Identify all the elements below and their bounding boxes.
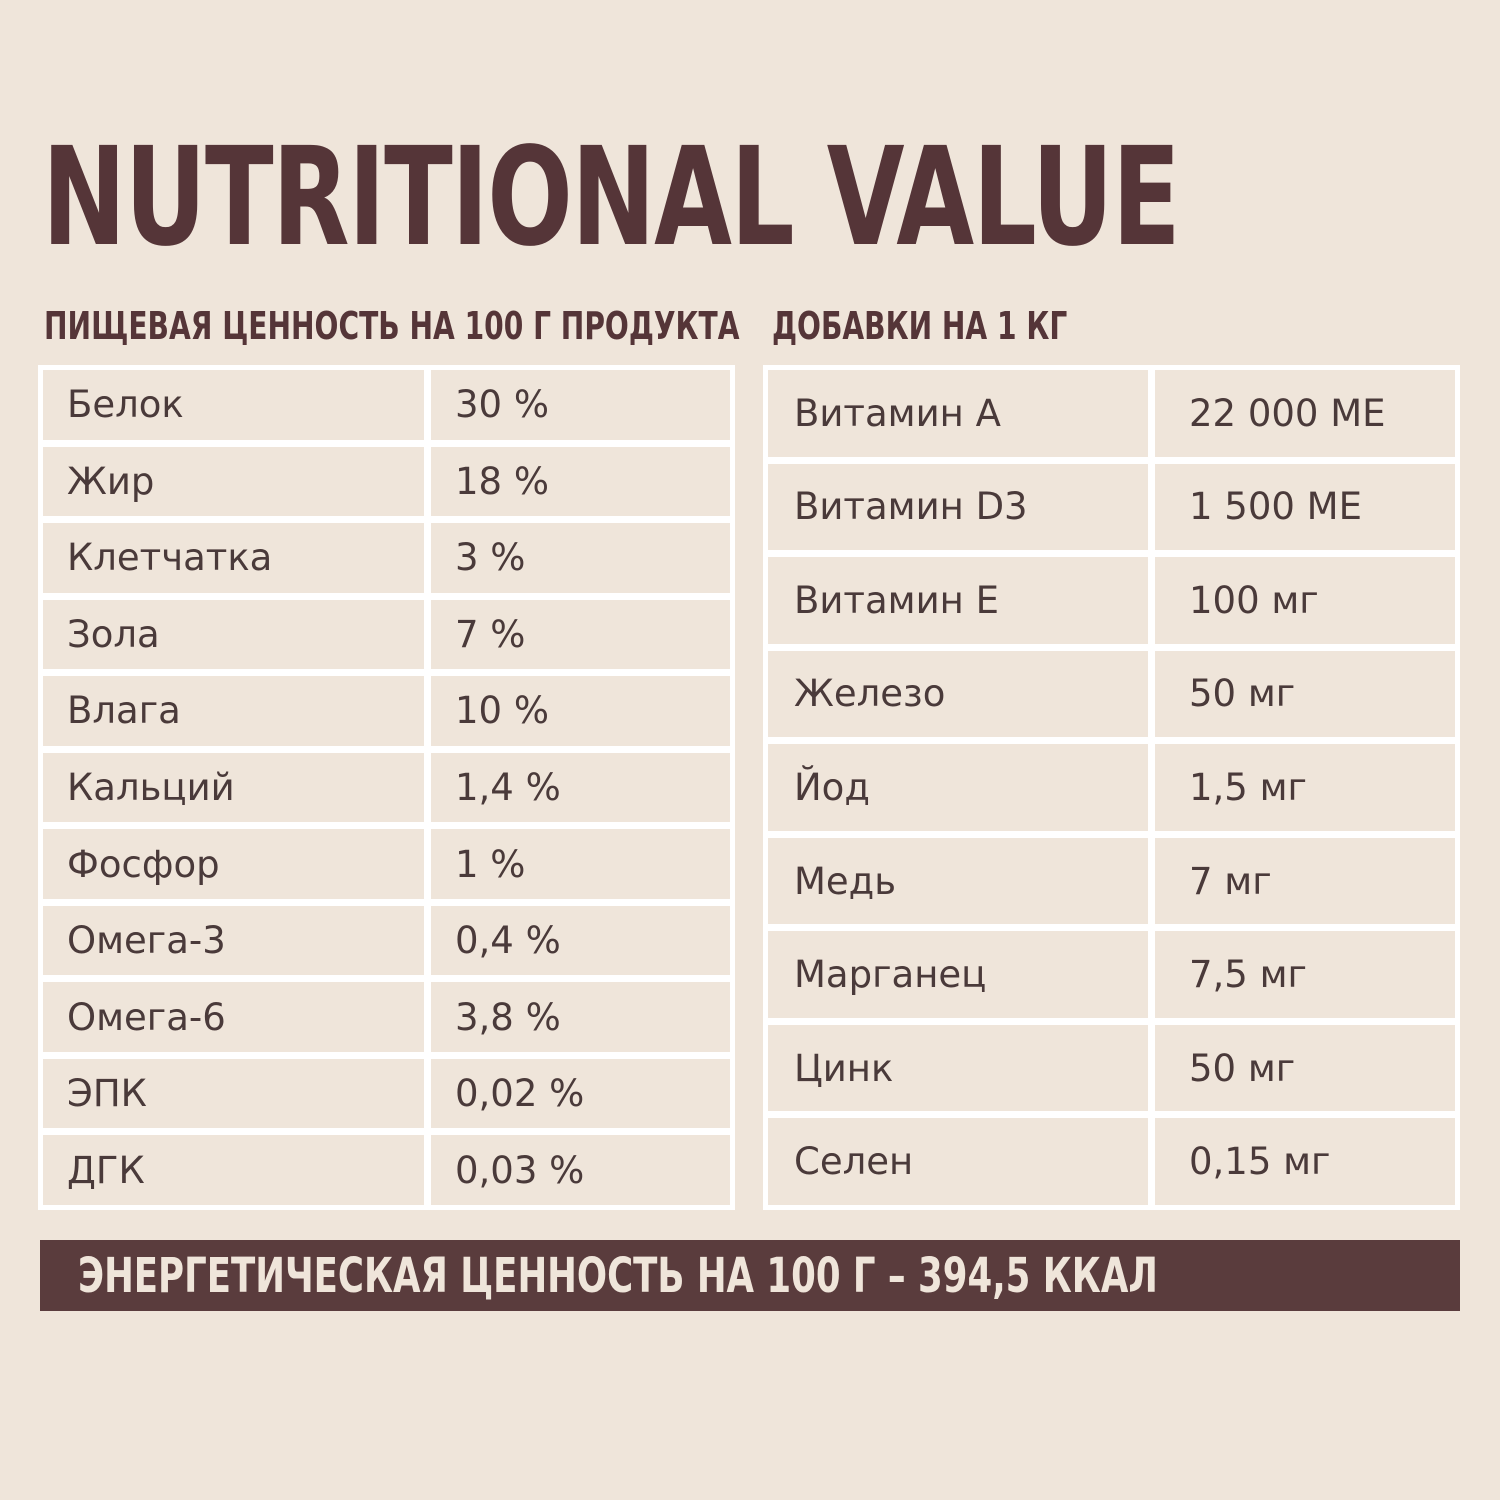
nutrition-heading: ПИЩЕВАЯ ЦЕННОСТЬ НА 100 Г ПРОДУКТА [44, 304, 740, 348]
nutrition-row: Омега-3 0,4 % [43, 905, 730, 976]
additive-row: Витамин D3 1 500 МЕ [768, 463, 1455, 551]
additive-name: Селен [768, 1118, 1148, 1205]
nutrition-value: 0,03 % [431, 1135, 730, 1205]
nutrition-name: Жир [43, 446, 424, 517]
nutrition-name: Омега-6 [43, 982, 424, 1052]
additive-value: 22 000 МЕ [1155, 370, 1455, 457]
energy-banner: ЭНЕРГЕТИЧЕСКАЯ ЦЕННОСТЬ НА 100 Г – 394,5… [40, 1240, 1460, 1311]
additive-row: Марганец 7,5 мг [768, 931, 1455, 1018]
additive-value: 1 500 МЕ [1155, 463, 1455, 551]
nutrition-name: ДГК [43, 1135, 424, 1205]
nutrition-row: ЭПК 0,02 % [43, 1058, 730, 1129]
nutrition-value: 1 % [431, 829, 730, 899]
additive-name: Марганец [768, 931, 1148, 1018]
additive-row: Цинк 50 мг [768, 1024, 1455, 1112]
additive-row: Селен 0,15 мг [768, 1118, 1455, 1205]
additive-name: Витамин А [768, 370, 1148, 457]
additive-value: 7,5 мг [1155, 931, 1455, 1018]
additive-value: 50 мг [1155, 1024, 1455, 1112]
nutrition-row: Зола 7 % [43, 599, 730, 670]
additive-row: Железо 50 мг [768, 650, 1455, 738]
additive-row: Витамин А 22 000 МЕ [768, 370, 1455, 457]
nutrition-row: Белок 30 % [43, 370, 730, 440]
nutrition-table: Белок 30 % Жир 18 % Клетчатка 3 % Зола 7 % Влага… [38, 365, 735, 1210]
nutrition-value: 1,4 % [431, 752, 730, 823]
nutrition-row: Фосфор 1 % [43, 829, 730, 899]
additive-value: 50 мг [1155, 650, 1455, 738]
additive-row: Витамин Е 100 мг [768, 557, 1455, 644]
nutrition-name: Клетчатка [43, 523, 424, 593]
nutrition-row: Омега-6 3,8 % [43, 982, 730, 1052]
nutrition-name: Фосфор [43, 829, 424, 899]
nutrition-name: Кальций [43, 752, 424, 823]
nutrition-row: ДГК 0,03 % [43, 1135, 730, 1205]
additive-value: 1,5 мг [1155, 744, 1455, 831]
nutrition-name: Белок [43, 370, 424, 440]
nutrition-value: 0,4 % [431, 905, 730, 976]
energy-value: ЭНЕРГЕТИЧЕСКАЯ ЦЕННОСТЬ НА 100 Г – 394,5… [78, 1248, 1158, 1304]
nutrition-value: 3,8 % [431, 982, 730, 1052]
additive-name: Цинк [768, 1024, 1148, 1112]
additive-value: 100 мг [1155, 557, 1455, 644]
nutrition-name: ЭПК [43, 1058, 424, 1129]
nutrition-value: 10 % [431, 676, 730, 746]
additive-row: Медь 7 мг [768, 837, 1455, 925]
page-title: NUTRITIONAL VALUE [42, 119, 1181, 277]
nutrition-row: Жир 18 % [43, 446, 730, 517]
nutrition-value: 3 % [431, 523, 730, 593]
nutrition-row: Клетчатка 3 % [43, 523, 730, 593]
additive-name: Йод [768, 744, 1148, 831]
additives-table: Витамин А 22 000 МЕ Витамин D3 1 500 МЕ Вита… [763, 365, 1460, 1210]
additives-heading: ДОБАВКИ НА 1 КГ [772, 304, 1068, 348]
additive-value: 0,15 мг [1155, 1118, 1455, 1205]
additive-name: Витамин Е [768, 557, 1148, 644]
additive-name: Медь [768, 837, 1148, 925]
additive-value: 7 мг [1155, 837, 1455, 925]
nutrition-name: Зола [43, 599, 424, 670]
nutrition-value: 0,02 % [431, 1058, 730, 1129]
nutrition-row: Влага 10 % [43, 676, 730, 746]
nutrition-row: Кальций 1,4 % [43, 752, 730, 823]
nutrition-name: Омега-3 [43, 905, 424, 976]
additive-name: Железо [768, 650, 1148, 738]
additive-row: Йод 1,5 мг [768, 744, 1455, 831]
nutrition-value: 7 % [431, 599, 730, 670]
additive-name: Витамин D3 [768, 463, 1148, 551]
nutrition-name: Влага [43, 676, 424, 746]
nutrition-value: 30 % [431, 370, 730, 440]
nutrition-value: 18 % [431, 446, 730, 517]
